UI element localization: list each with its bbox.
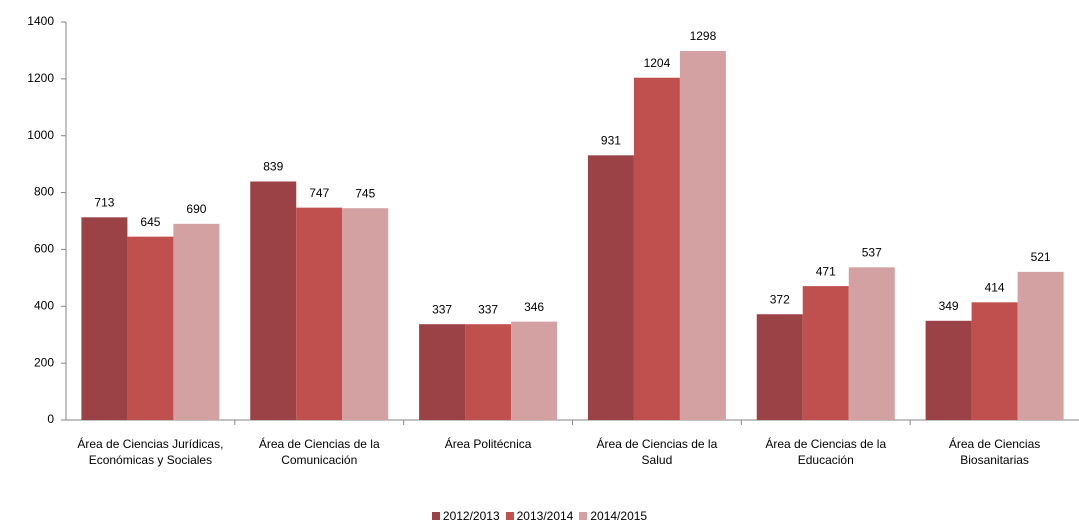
legend-swatch (505, 512, 514, 520)
bar (756, 314, 803, 420)
bar (679, 50, 726, 421)
bar (419, 324, 466, 420)
legend-swatch (579, 512, 588, 520)
value-label: 745 (355, 186, 375, 200)
legend-swatch (431, 512, 440, 520)
value-label: 346 (524, 300, 544, 314)
y-tick-label: 1000 (27, 128, 54, 142)
bar (925, 320, 972, 420)
value-label: 521 (1031, 250, 1051, 264)
value-label: 839 (263, 160, 283, 174)
y-tick-label: 600 (34, 242, 54, 256)
bar (971, 302, 1018, 420)
bar (511, 321, 558, 420)
value-label: 1298 (690, 29, 717, 43)
x-tick-label: Área de Ciencias de la Educación (765, 437, 887, 467)
bar (1017, 271, 1064, 420)
legend-item: 2012/2013 (431, 509, 500, 523)
legend-label: 2014/2015 (590, 509, 648, 523)
legend: 2012/2013 2013/2014 2014/2015 (0, 509, 1079, 523)
y-tick-label: 1400 (27, 14, 54, 28)
y-tick-label: 200 (34, 355, 54, 369)
value-label: 931 (601, 134, 621, 148)
y-tick-label: 400 (34, 298, 54, 312)
value-label: 349 (939, 299, 959, 313)
value-label: 713 (94, 195, 114, 209)
y-tick-label: 0 (47, 412, 54, 426)
value-label: 537 (862, 246, 882, 260)
value-label: 372 (770, 292, 790, 306)
bar (342, 208, 389, 420)
value-label: 1204 (644, 56, 671, 70)
value-label: 471 (816, 264, 836, 278)
legend-label: 2012/2013 (442, 509, 500, 523)
x-tick-label: Área Politécnica (444, 437, 532, 451)
value-label: 690 (186, 202, 206, 216)
x-tick-label: Área de Ciencias Biosanitarias (948, 437, 1041, 467)
bar (633, 77, 680, 420)
legend-label: 2013/2014 (516, 509, 574, 523)
bar (465, 324, 512, 420)
bar (173, 223, 220, 420)
x-tick-label: Área de Ciencias Jurídicas, Económicas y… (77, 437, 224, 467)
y-tick-label: 1200 (27, 71, 54, 85)
legend-item: 2014/2015 (579, 509, 647, 523)
value-label: 747 (309, 186, 329, 200)
x-tick-label: Área de Ciencias de la Salud (596, 437, 718, 467)
x-tick-label: Área de Ciencias de la Comunicación (258, 437, 380, 467)
legend-item: 2013/2014 (505, 509, 574, 523)
bar (802, 286, 849, 420)
value-label: 645 (140, 215, 160, 229)
y-tick-label: 800 (34, 185, 54, 199)
bar (250, 181, 297, 420)
bar (81, 217, 128, 420)
bar (587, 155, 634, 420)
value-label: 337 (478, 302, 498, 316)
bar (848, 267, 895, 420)
bar (127, 236, 174, 420)
bar (296, 207, 343, 420)
value-label: 337 (432, 302, 452, 316)
value-label: 414 (985, 280, 1005, 294)
